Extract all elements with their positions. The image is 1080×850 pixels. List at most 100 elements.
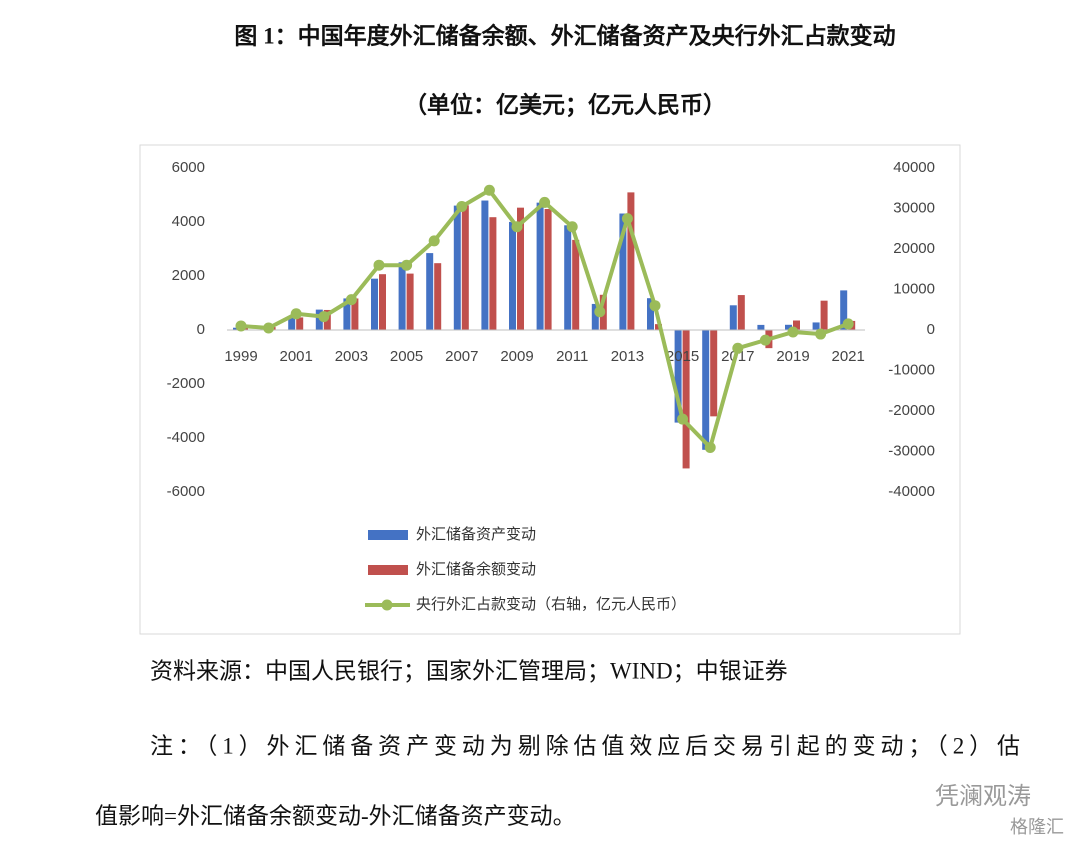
chart-frame — [139, 144, 961, 635]
bar — [729, 305, 737, 330]
y2-tick-label: -20000 — [888, 402, 935, 419]
marker — [649, 300, 661, 312]
marker — [235, 320, 247, 332]
watermark: 凭澜观涛 — [935, 782, 1031, 810]
y2-tick-label: 40000 — [893, 159, 935, 176]
bar — [489, 217, 497, 330]
bar — [757, 324, 765, 330]
legend-label: 央行外汇占款变动（右轴，亿元人民币） — [416, 596, 686, 613]
marker — [428, 235, 440, 247]
legend-swatch — [368, 530, 408, 540]
bar — [371, 278, 378, 330]
x-tick-label: 2019 — [776, 348, 809, 365]
chart: -6000-4000-20000200040006000-40000-30000… — [167, 159, 935, 613]
title: 图 1：中国年度外汇储备余额、外汇储备资产及央行外汇占款变动 — [234, 22, 895, 48]
bar — [315, 309, 323, 330]
x-tick-label: 2011 — [556, 348, 588, 365]
bar — [702, 330, 710, 450]
y2-tick-label: 20000 — [893, 240, 935, 257]
x-tick-label: 2013 — [611, 348, 644, 365]
bar — [481, 200, 489, 330]
marker — [539, 196, 551, 208]
bar — [737, 295, 745, 330]
legend-label: 外汇储备资产变动 — [416, 526, 536, 543]
marker — [787, 326, 799, 338]
marker — [401, 259, 413, 271]
y2-tick-label: 10000 — [893, 280, 935, 297]
bar — [544, 209, 552, 330]
bar — [785, 324, 792, 330]
bar — [793, 320, 800, 330]
marker — [759, 334, 771, 346]
marker — [511, 221, 523, 233]
note: 值影响=外汇储备余额变动-外汇储备资产变动。 — [95, 803, 576, 828]
marker — [566, 221, 578, 233]
note: 注：（1）外汇储备资产变动为剔除估值效应后交易引起的变动；（2）估 — [150, 733, 1020, 758]
bar — [406, 273, 414, 330]
bar — [453, 205, 461, 330]
marker — [456, 200, 468, 212]
x-tick-label: 2003 — [335, 348, 368, 365]
y-tick-label: -4000 — [167, 429, 205, 446]
x-tick-label: 2001 — [280, 348, 313, 365]
y-tick-label: -6000 — [167, 483, 205, 500]
y2-tick-label: -30000 — [888, 442, 935, 459]
marker — [621, 213, 633, 225]
bar — [461, 205, 469, 330]
bar — [572, 239, 580, 330]
bar — [591, 303, 599, 330]
bar — [627, 192, 635, 330]
bar — [820, 300, 828, 330]
legend-swatch — [381, 599, 393, 611]
y2-tick-label: 30000 — [893, 199, 935, 216]
bar — [564, 225, 572, 330]
bar — [296, 317, 304, 330]
y-tick-label: 6000 — [172, 159, 205, 176]
bar — [674, 330, 682, 423]
marker — [483, 184, 495, 196]
y-tick-label: -2000 — [167, 375, 205, 392]
bar — [536, 202, 544, 330]
watermark: 格隆汇 — [1010, 817, 1064, 838]
marker — [373, 259, 385, 271]
subtitle: （单位：亿美元；亿元人民币） — [404, 91, 726, 117]
x-tick-label: 2007 — [445, 348, 478, 365]
y-tick-label: 0 — [197, 321, 205, 338]
bar — [682, 330, 690, 469]
bar — [840, 290, 848, 330]
y2-tick-label: 0 — [927, 321, 935, 338]
marker — [704, 441, 716, 453]
bar — [379, 274, 386, 330]
marker — [842, 318, 854, 330]
y2-tick-label: -10000 — [888, 361, 935, 378]
x-tick-label: 2015 — [666, 348, 699, 365]
bar — [343, 298, 351, 330]
bar — [517, 207, 524, 330]
marker — [345, 294, 357, 306]
bar — [426, 253, 434, 330]
y2-tick-label: -40000 — [888, 483, 935, 500]
y-tick-label: 4000 — [172, 213, 205, 230]
x-tick-label: 1999 — [224, 348, 257, 365]
source: 资料来源：中国人民银行；国家外汇管理局；WIND；中银证券 — [150, 658, 788, 683]
marker — [263, 322, 275, 334]
bar — [710, 330, 718, 417]
marker — [594, 306, 606, 318]
x-tick-label: 2021 — [832, 348, 865, 365]
bar — [619, 213, 627, 330]
bar — [509, 221, 516, 330]
marker — [815, 328, 827, 340]
bar — [434, 263, 442, 330]
bar — [647, 298, 654, 330]
marker — [318, 311, 330, 323]
bar — [812, 322, 820, 330]
x-tick-label: 2009 — [500, 348, 533, 365]
legend-label: 外汇储备余额变动 — [416, 560, 536, 578]
bar — [351, 298, 359, 330]
bar — [288, 317, 296, 330]
marker — [677, 413, 689, 425]
y-tick-label: 2000 — [172, 267, 205, 284]
marker — [732, 342, 744, 354]
x-tick-label: 2017 — [721, 348, 754, 365]
